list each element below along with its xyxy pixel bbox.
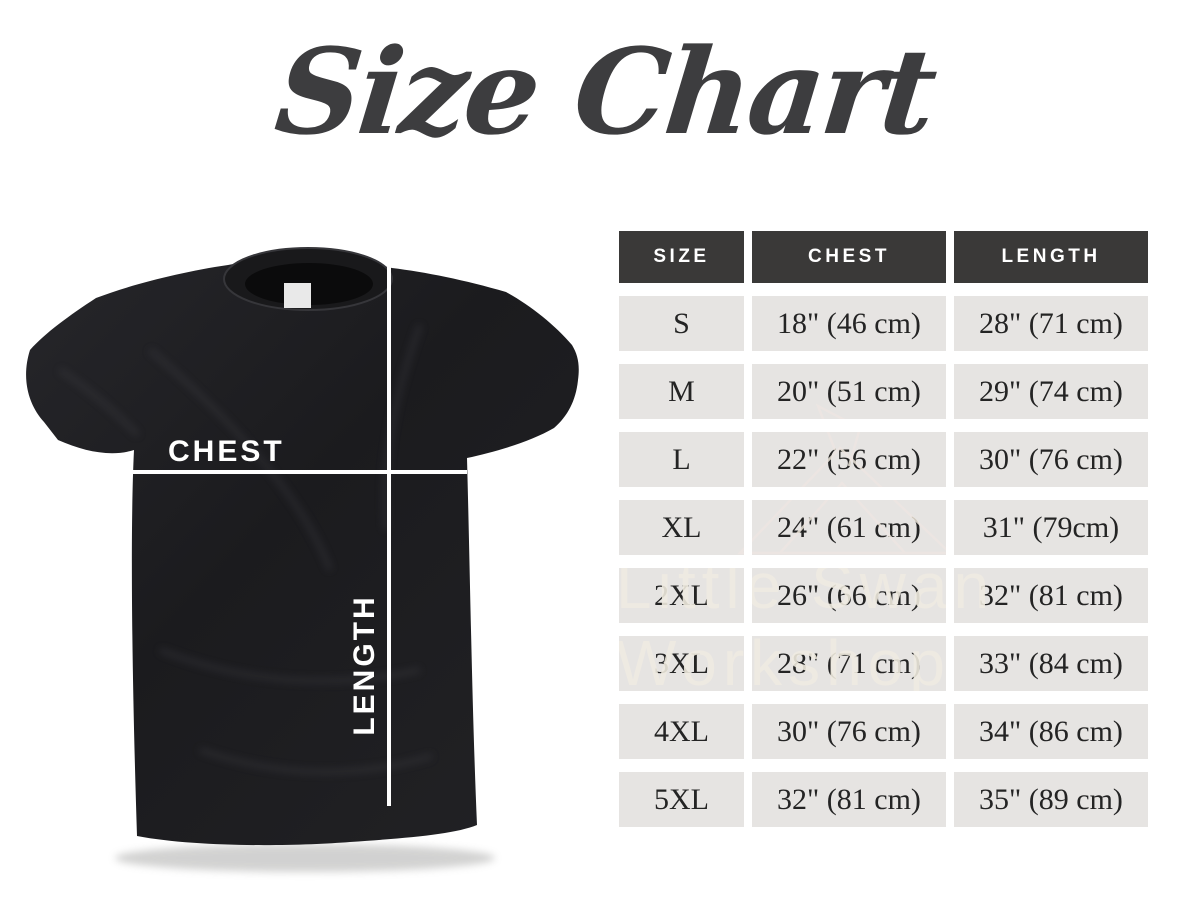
chest-cell: 28" (71 cm) [752, 636, 946, 691]
column-header-size: SIZE [619, 231, 744, 283]
size-cell: S [619, 296, 744, 351]
size-cell: 3XL [619, 636, 744, 691]
size-table: SIZE CHEST LENGTH S 18" (46 cm) 28" (71 … [619, 231, 1148, 827]
length-cell: 33" (84 cm) [954, 636, 1148, 691]
length-cell: 29" (74 cm) [954, 364, 1148, 419]
tshirt-graphic: CHEST LENGTH [26, 247, 579, 872]
length-cell: 34" (86 cm) [954, 704, 1148, 759]
size-cell: XL [619, 500, 744, 555]
size-cell: 2XL [619, 568, 744, 623]
size-cell: M [619, 364, 744, 419]
tshirt-body [26, 257, 579, 846]
chest-cell: 18" (46 cm) [752, 296, 946, 351]
length-cell: 28" (71 cm) [954, 296, 1148, 351]
size-cell: 5XL [619, 772, 744, 827]
shirt-shadow [115, 844, 495, 872]
chest-measure-line [133, 470, 467, 474]
chest-measure-label: CHEST [168, 435, 285, 468]
page-title: Size Chart [269, 22, 941, 161]
chest-cell: 30" (76 cm) [752, 704, 946, 759]
column-header-chest: CHEST [752, 231, 946, 283]
length-cell: 32" (81 cm) [954, 568, 1148, 623]
length-measure-label: LENGTH [348, 594, 381, 735]
chest-cell: 24" (61 cm) [752, 500, 946, 555]
size-cell: 4XL [619, 704, 744, 759]
column-header-length: LENGTH [954, 231, 1148, 283]
length-cell: 31" (79cm) [954, 500, 1148, 555]
length-cell: 35" (89 cm) [954, 772, 1148, 827]
chest-cell: 20" (51 cm) [752, 364, 946, 419]
length-measure-line [387, 266, 391, 806]
size-cell: L [619, 432, 744, 487]
chest-cell: 26" (66 cm) [752, 568, 946, 623]
chest-cell: 32" (81 cm) [752, 772, 946, 827]
chest-cell: 22" (56 cm) [752, 432, 946, 487]
neck-tag [284, 283, 311, 308]
length-cell: 30" (76 cm) [954, 432, 1148, 487]
fabric-folds [58, 324, 433, 775]
